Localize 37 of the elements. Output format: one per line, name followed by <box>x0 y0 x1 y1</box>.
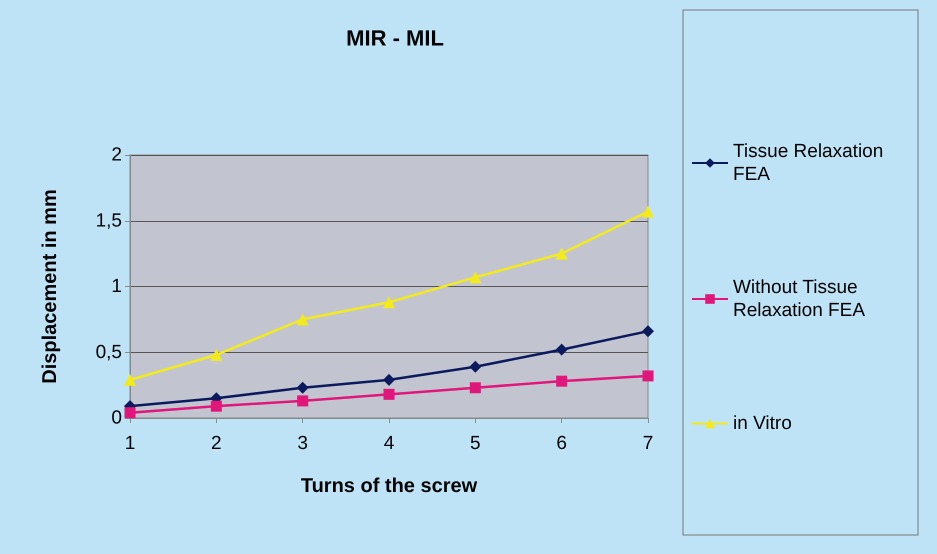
chart-title: MIR - MIL <box>346 26 444 50</box>
x-tick-label: 1 <box>124 433 136 454</box>
point <box>210 400 222 412</box>
x-tick-label: 3 <box>297 433 308 454</box>
legend-label: Without Tissue Relaxation FEA <box>733 277 866 321</box>
point <box>383 296 395 308</box>
legend-label: Tissue Relaxation FEA <box>733 141 889 185</box>
y-tick-label: 1 <box>111 276 122 297</box>
point <box>296 382 309 394</box>
x-tick-label: 7 <box>642 433 654 454</box>
y-tick-label: 0 <box>111 408 122 428</box>
point <box>124 374 136 386</box>
point <box>470 382 481 394</box>
point <box>642 206 654 218</box>
point <box>556 248 568 260</box>
point <box>210 348 222 361</box>
point <box>642 325 654 338</box>
point <box>384 388 394 400</box>
x-tick-label: 5 <box>470 433 481 454</box>
point <box>556 344 568 356</box>
x-tick-label: 2 <box>211 433 222 454</box>
x-tick-label: 6 <box>556 433 567 454</box>
point <box>296 313 309 326</box>
point <box>556 376 568 387</box>
x-axis-title: Turns of the screw <box>300 475 478 497</box>
point <box>642 370 654 382</box>
point <box>124 407 136 418</box>
y-tick-label: 0,5 <box>96 342 122 363</box>
x-tick-label: 4 <box>384 433 395 454</box>
point <box>383 374 395 386</box>
point <box>469 271 482 284</box>
y-axis-title: Displacement in mm <box>39 189 61 384</box>
point <box>297 395 308 406</box>
legend-label: in Vitro <box>733 413 792 434</box>
point <box>469 360 482 373</box>
y-tick-label: 2 <box>111 144 122 166</box>
y-tick-label: 1,5 <box>96 210 122 232</box>
